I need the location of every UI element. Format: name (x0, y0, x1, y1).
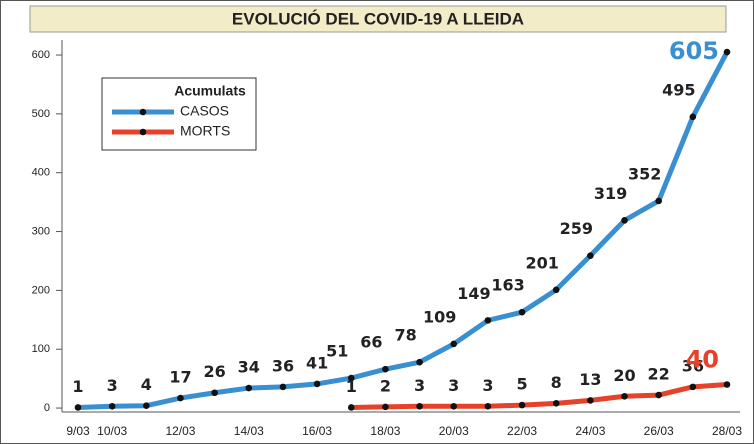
data-point (723, 48, 731, 56)
data-point (723, 381, 731, 388)
x-tick-label: 24/03 (575, 424, 605, 438)
data-label: 34 (238, 358, 260, 377)
data-point (143, 402, 150, 409)
data-point (347, 404, 355, 411)
data-label: 259 (560, 219, 593, 238)
data-label: 36 (272, 356, 294, 375)
legend-label: MORTS (180, 123, 230, 139)
y-tick-label: 200 (32, 284, 50, 296)
legend-dot (139, 128, 147, 136)
data-point (518, 401, 526, 409)
data-label: 5 (516, 375, 527, 394)
x-tick-label: 22/03 (507, 424, 537, 438)
data-point (245, 384, 253, 392)
data-label: 319 (594, 184, 627, 203)
data-label: 201 (526, 253, 559, 272)
y-tick-label: 100 (32, 343, 50, 355)
data-label: 17 (169, 368, 191, 387)
data-label: 605 (669, 37, 719, 65)
data-point (655, 391, 662, 399)
data-label: 13 (579, 370, 601, 389)
legend-dot (139, 108, 147, 116)
data-label: 495 (662, 80, 695, 99)
data-point (552, 286, 560, 294)
data-point (177, 394, 184, 402)
data-label: 40 (686, 346, 719, 374)
data-point (347, 374, 355, 382)
x-tick-label: 14/03 (234, 424, 264, 438)
data-point (382, 365, 389, 373)
x-tick-label: 28/03 (712, 424, 742, 438)
data-label: 3 (482, 376, 493, 395)
data-point (211, 389, 218, 397)
data-point (552, 400, 560, 407)
data-point (108, 402, 116, 410)
x-tick-label: 16/03 (302, 424, 332, 438)
series-line (351, 382, 728, 410)
data-label: 4 (141, 375, 152, 394)
data-point (416, 358, 423, 366)
data-label: 3 (414, 376, 425, 395)
y-tick-label: 300 (32, 225, 50, 237)
data-label: 1 (72, 377, 83, 396)
data-point (484, 402, 492, 410)
title-bar (29, 5, 727, 33)
legend-label: CASOS (180, 103, 229, 119)
x-tick-label: 20/03 (439, 424, 469, 438)
y-tick-label: 0 (44, 402, 50, 414)
data-point (74, 404, 82, 411)
data-point (689, 113, 697, 121)
data-label: 51 (326, 342, 348, 361)
x-tick-label: 18/03 (370, 424, 400, 438)
legend-title: Acumulats (174, 83, 246, 99)
x-tick-label: 10/03 (97, 424, 127, 438)
data-point (382, 403, 389, 411)
series-line (77, 50, 730, 410)
data-point (587, 397, 594, 404)
data-point (416, 402, 423, 410)
data-point (450, 340, 458, 348)
data-label: 20 (613, 366, 635, 385)
data-label: 78 (394, 326, 416, 345)
data-label: 3 (107, 376, 118, 395)
y-tick-label: 400 (32, 167, 50, 179)
x-tick-label: 26/03 (644, 424, 674, 438)
x-tick-label: 9/03 (66, 424, 90, 438)
data-label: 2 (380, 376, 391, 395)
data-label: 109 (423, 307, 456, 326)
data-label: 149 (457, 284, 490, 303)
data-point (518, 308, 526, 316)
data-point (689, 383, 697, 391)
data-point (279, 383, 287, 391)
data-label: 26 (203, 362, 225, 381)
data-point (484, 317, 492, 324)
x-tick-label: 12/03 (165, 424, 195, 438)
data-point (655, 197, 662, 205)
data-point (313, 380, 321, 388)
data-point (621, 217, 628, 224)
data-label: 163 (491, 276, 524, 295)
data-label: 36 (682, 356, 704, 375)
data-point (587, 252, 594, 259)
data-point (621, 392, 628, 400)
data-label: 1 (346, 377, 357, 396)
data-label: 22 (648, 365, 670, 384)
data-point (450, 402, 458, 410)
y-tick-label: 600 (32, 49, 50, 61)
data-label: 41 (306, 353, 328, 372)
y-tick-label: 500 (32, 108, 50, 120)
data-label: 352 (628, 164, 661, 183)
chart-title: EVOLUCIÓ DEL COVID-19 A LLEIDA (232, 9, 524, 28)
data-label: 8 (551, 373, 562, 392)
data-label: 66 (360, 333, 382, 352)
data-label: 3 (448, 376, 459, 395)
